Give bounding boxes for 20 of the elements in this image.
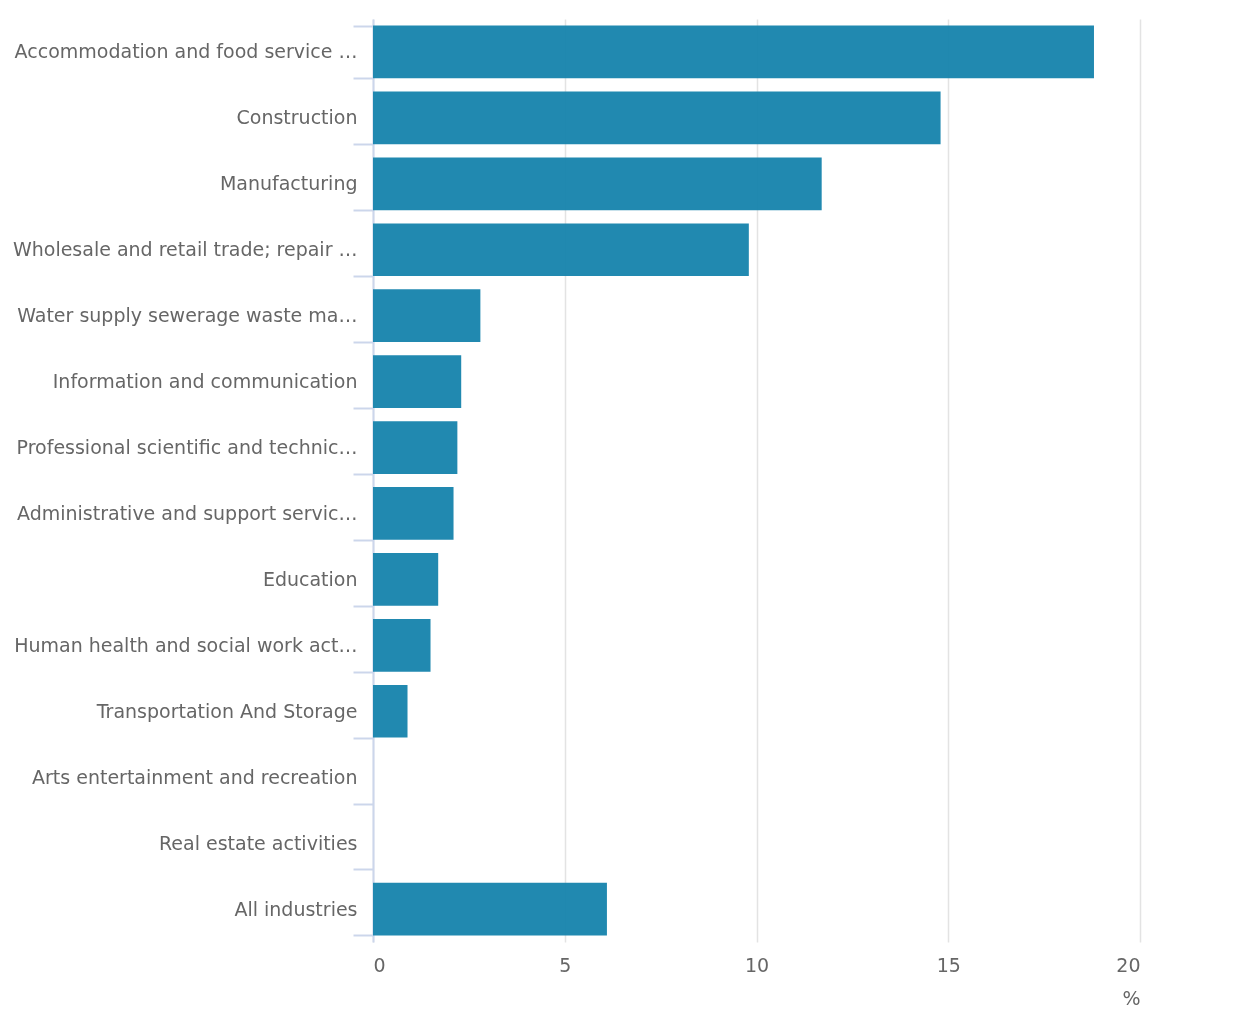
y-tick-label: Transportation And Storage [95,699,358,722]
y-tick-label: Wholesale and retail trade; repair … [12,238,358,261]
x-axis-title: % [1122,986,1141,1009]
y-tick-label: Administrative and support servic… [17,501,358,524]
y-tick-label: Human health and social work act… [14,633,358,656]
y-tick-label: Water supply sewerage waste ma… [17,304,358,327]
y-tick-label: Construction [236,106,358,129]
y-tick-label: Real estate activities [158,831,358,854]
y-tick-label: Arts entertainment and recreation [32,765,358,788]
x-tick-label: 15 [936,953,961,976]
y-tick-label: Information and communication [52,370,358,393]
y-tick-label: Accommodation and food service … [14,40,358,63]
y-tick-label: Manufacturing [219,172,358,195]
x-tick-label: 20 [1116,953,1141,976]
y-tick-label: Education [262,567,358,590]
x-tick-label: 5 [559,953,572,976]
y-tick-label: Professional scientific and technic… [16,436,358,459]
x-tick-label: 10 [744,953,770,976]
y-tick-label: All industries [234,897,358,920]
x-tick-label: 0 [373,953,386,976]
